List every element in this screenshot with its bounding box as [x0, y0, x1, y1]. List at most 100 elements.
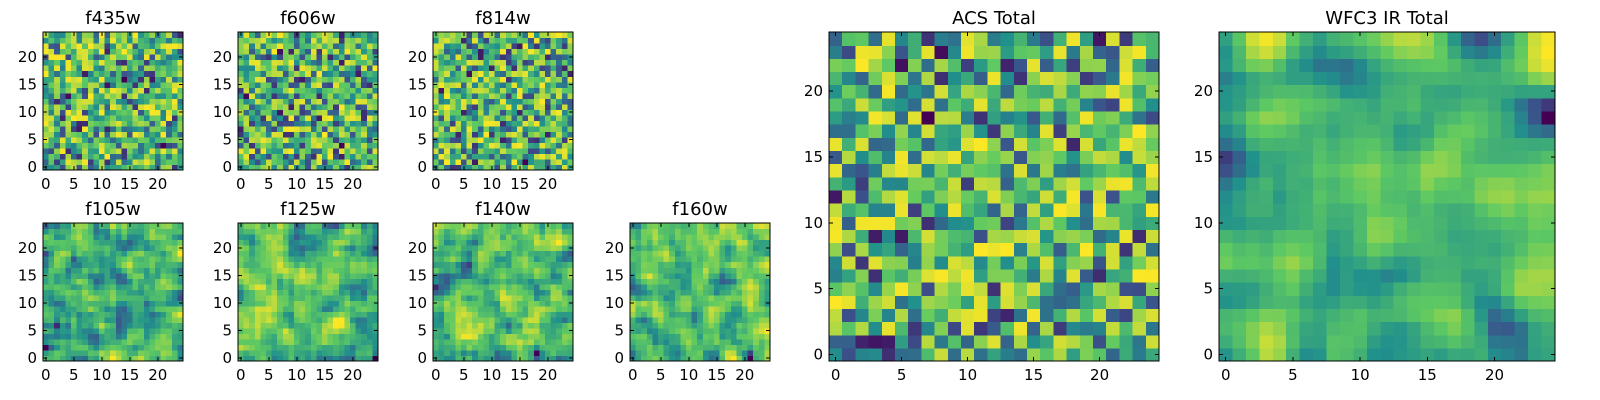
- heatmap-cell: [567, 32, 574, 39]
- heatmap-cell: [500, 147, 507, 155]
- heatmap-cell: [266, 278, 273, 285]
- heatmap-cell: [59, 65, 66, 72]
- heatmap-cell: [155, 322, 162, 329]
- heatmap-cell: [87, 103, 94, 110]
- x-tick-label: 5: [264, 175, 274, 193]
- heatmap-cell: [127, 65, 134, 72]
- heatmap-cell: [160, 109, 167, 116]
- heatmap-cell: [104, 256, 111, 263]
- heatmap-cell: [1093, 347, 1107, 362]
- heatmap-cell: [288, 278, 295, 285]
- heatmap-cell: [477, 322, 484, 329]
- heatmap-cell: [54, 37, 61, 44]
- heatmap-cell: [104, 81, 111, 88]
- heatmap-cell: [338, 261, 345, 268]
- heatmap-cell: [472, 164, 479, 171]
- heatmap-cell: [753, 311, 760, 318]
- heatmap-cell: [160, 164, 167, 171]
- heatmap-cell: [316, 333, 323, 340]
- heatmap-cell: [1053, 176, 1068, 191]
- heatmap-cell: [316, 92, 323, 99]
- heatmap-cell: [646, 338, 653, 346]
- heatmap-cell: [65, 48, 72, 55]
- heatmap-cell: [310, 278, 317, 285]
- heatmap-cell: [65, 109, 72, 116]
- heatmap-cell: [522, 131, 529, 138]
- heatmap-cell: [254, 239, 261, 246]
- heatmap-cell: [71, 114, 78, 121]
- heatmap-cell: [714, 283, 721, 290]
- heatmap-cell: [338, 289, 345, 296]
- heatmap-cell: [43, 92, 50, 99]
- heatmap-cell: [517, 87, 524, 94]
- heatmap-cell: [316, 289, 323, 296]
- heatmap-cell: [310, 98, 317, 105]
- heatmap-cell: [658, 283, 665, 290]
- heatmap-cell: [271, 355, 278, 362]
- heatmap-cell: [350, 48, 357, 55]
- heatmap-cell: [961, 282, 975, 296]
- heatmap-cell: [322, 125, 329, 132]
- heatmap-cell: [974, 163, 988, 178]
- heatmap-cell: [466, 164, 473, 171]
- heatmap-cell: [333, 245, 340, 252]
- heatmap-cell: [121, 147, 128, 155]
- heatmap-cell: [1040, 282, 1054, 296]
- heatmap-cell: [132, 76, 139, 83]
- heatmap-cell: [48, 250, 55, 257]
- heatmap-cell: [54, 125, 61, 132]
- heatmap-cell: [71, 250, 78, 257]
- heatmap-cell: [282, 98, 289, 105]
- heatmap-cell: [455, 59, 462, 66]
- heatmap-cell: [567, 48, 574, 55]
- heatmap-cell: [110, 37, 117, 44]
- heatmap-cell: [110, 322, 117, 329]
- heatmap-cell: [758, 228, 765, 235]
- heatmap-cell: [310, 234, 317, 241]
- heatmap-cell: [104, 32, 111, 39]
- heatmap-cell: [934, 176, 949, 191]
- heatmap-cell: [472, 267, 479, 274]
- heatmap-cell: [539, 338, 546, 346]
- heatmap-cell: [115, 136, 122, 143]
- heatmap-cell: [505, 322, 512, 329]
- heatmap-cell: [54, 256, 61, 263]
- heatmap-cell: [104, 125, 111, 132]
- heatmap-cell: [177, 223, 184, 230]
- heatmap-cell: [483, 103, 490, 110]
- heatmap-cell: [149, 109, 156, 116]
- heatmap-cell: [155, 245, 162, 252]
- heatmap-cell: [166, 344, 173, 351]
- heatmap-cell: [316, 142, 323, 149]
- heatmap-cell: [115, 333, 122, 340]
- heatmap-cell: [455, 311, 462, 318]
- heatmap-cell: [372, 344, 379, 351]
- heatmap-cell: [104, 311, 111, 318]
- heatmap-cell: [288, 245, 295, 252]
- heatmap-cell: [567, 114, 574, 121]
- heatmap-cell: [333, 43, 340, 50]
- heatmap-cell: [528, 250, 535, 257]
- heatmap-cell: [277, 338, 284, 346]
- heatmap-cell: [545, 272, 552, 279]
- heatmap-cell: [76, 245, 83, 252]
- heatmap-cell: [658, 311, 665, 318]
- heatmap-cell: [43, 228, 50, 235]
- heatmap-cell: [132, 283, 139, 290]
- heatmap-cell: [567, 37, 574, 44]
- heatmap-cell: [249, 316, 256, 323]
- heatmap-cell: [438, 239, 445, 246]
- heatmap-cell: [987, 255, 1002, 270]
- heatmap-cell: [160, 158, 167, 166]
- heatmap-cell: [505, 234, 512, 241]
- heatmap-cell: [171, 349, 178, 357]
- heatmap-cell: [1132, 229, 1147, 244]
- heatmap-cell: [43, 278, 50, 285]
- heatmap-cell: [372, 239, 379, 246]
- heatmap-cell: [355, 338, 362, 346]
- heatmap-cell: [366, 349, 373, 357]
- heatmap-cell: [561, 294, 568, 301]
- heatmap-cell: [282, 278, 289, 285]
- heatmap-cell: [115, 65, 122, 72]
